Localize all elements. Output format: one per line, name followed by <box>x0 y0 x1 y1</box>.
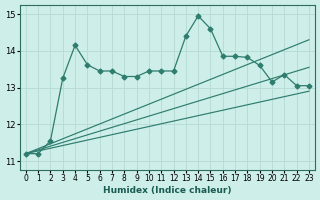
X-axis label: Humidex (Indice chaleur): Humidex (Indice chaleur) <box>103 186 232 195</box>
